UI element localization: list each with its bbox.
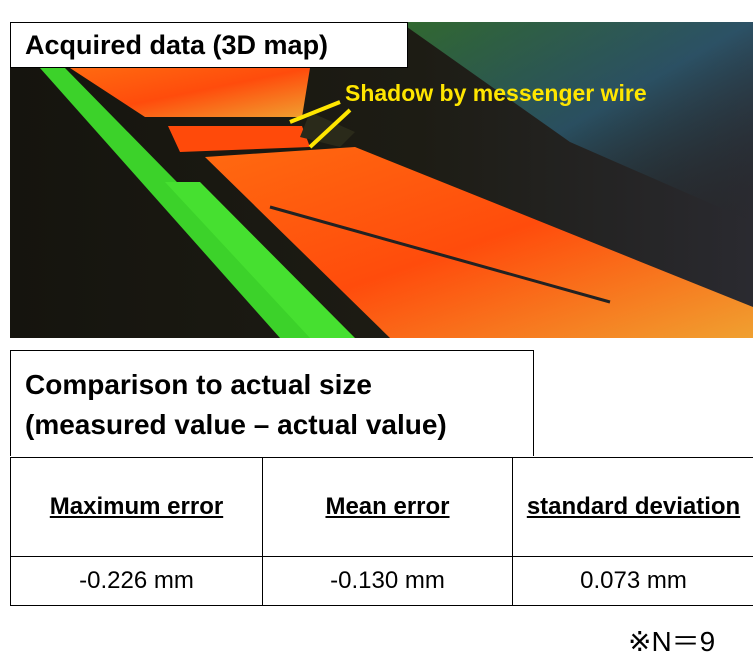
data-row: -0.226 mm -0.130 mm 0.073 mm [11, 557, 753, 606]
table-wrap: Maximum error Mean error standard deviat… [10, 457, 753, 609]
footnote: ※N＝9 [628, 620, 715, 660]
header-row: Maximum error Mean error standard deviat… [11, 458, 753, 557]
annotation: Shadow by messenger wire [345, 80, 647, 107]
cell: -0.130 mm [263, 557, 513, 606]
cell: 0.073 mm [513, 557, 753, 606]
point-cloud-image [10, 22, 753, 338]
cell: -0.226 mm [11, 557, 263, 606]
comparison-line: Comparison to actual size [25, 365, 533, 405]
header-cell: standard deviation [513, 458, 753, 557]
error-table: Maximum error Mean error standard deviat… [10, 457, 753, 606]
image-label: Acquired data (3D map) [10, 22, 408, 68]
header-cell: Maximum error [11, 458, 263, 557]
comparison-label: Comparison to actual size (measured valu… [10, 350, 534, 456]
header-cell: Mean error [263, 458, 513, 557]
page: Acquired data (3D map) Shadow by messeng… [0, 0, 753, 654]
comparison-line: (measured value – actual value) [25, 405, 533, 445]
